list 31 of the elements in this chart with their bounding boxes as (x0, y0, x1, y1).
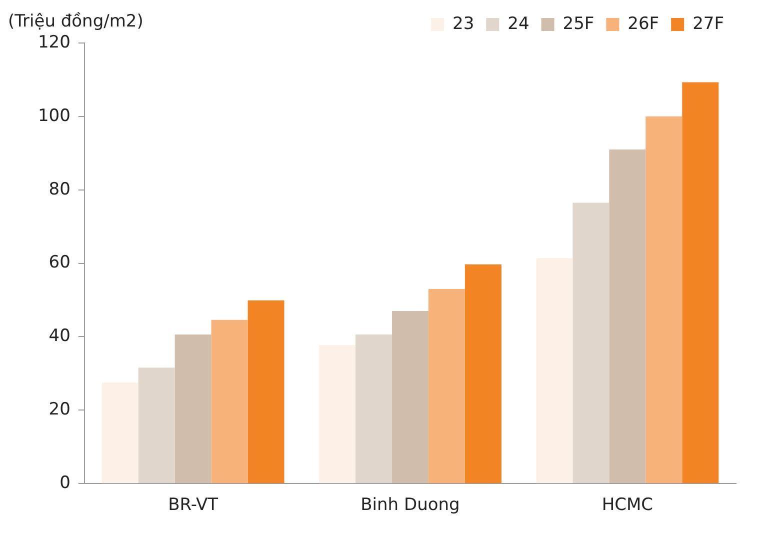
bar (646, 116, 682, 484)
bar (211, 320, 248, 484)
bar (464, 264, 502, 484)
legend-label: 23 (452, 14, 474, 34)
x-tick-label: BR-VT (168, 495, 219, 516)
bar (138, 368, 175, 484)
bar (609, 149, 646, 484)
y-tick-label: 40 (48, 326, 70, 346)
bar (319, 345, 356, 484)
x-tick-label: Binh Duong (360, 495, 460, 516)
bar (682, 82, 719, 484)
legend-label: 26F (628, 14, 660, 34)
bar (355, 334, 392, 484)
y-tick-label: 100 (38, 106, 70, 126)
bar (392, 311, 428, 484)
x-tick-label: HCMC (602, 495, 654, 516)
legend-label: 24 (508, 14, 530, 34)
bar (248, 300, 284, 484)
y-tick-label: 60 (48, 252, 70, 273)
bar (428, 289, 465, 484)
y-axis-title: (Triệu đồng/m2) (8, 11, 144, 32)
bar (572, 202, 610, 484)
y-tick-label: 80 (48, 179, 70, 200)
y-tick-label: 120 (38, 32, 70, 52)
legend-label: 25F (562, 14, 594, 34)
bar (102, 382, 138, 484)
bar (536, 258, 573, 484)
y-tick-label: 0 (60, 473, 70, 494)
y-tick-label: 20 (48, 400, 70, 420)
bar (174, 334, 212, 484)
legend-label: 27F (692, 14, 724, 34)
